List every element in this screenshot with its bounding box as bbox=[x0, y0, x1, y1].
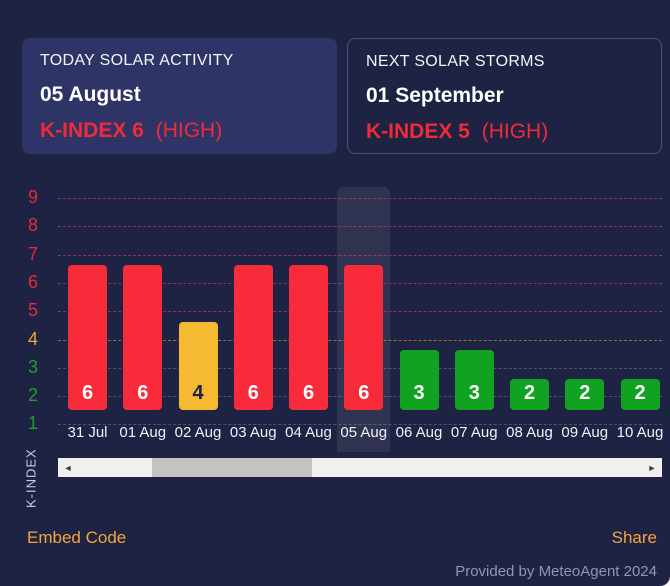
bar-value-label: 6 bbox=[302, 382, 315, 404]
kindex-bar-06-aug[interactable]: 3 bbox=[399, 350, 439, 410]
next-card-title: NEXT SOLAR STORMS bbox=[366, 53, 545, 70]
y-tick-label-2: 2 bbox=[27, 385, 38, 406]
chart-scrollbar[interactable]: ◄ ► bbox=[58, 458, 662, 477]
y-tick-label-1: 1 bbox=[27, 413, 38, 434]
next-kindex-level: (HIGH) bbox=[481, 120, 549, 143]
x-tick-label-04-aug: 04 Aug bbox=[285, 424, 332, 441]
bar-value-label: 6 bbox=[358, 382, 370, 404]
kindex-bar-02-aug[interactable]: 4 bbox=[178, 322, 218, 410]
bar-value-label: 3 bbox=[468, 382, 480, 404]
kindex-bar-09-aug[interactable]: 2 bbox=[565, 379, 605, 410]
bar-value-label: 2 bbox=[523, 382, 536, 404]
provider-credit: Provided by MeteoAgent 2024 bbox=[455, 563, 657, 580]
embed-code-link[interactable]: Embed Code bbox=[27, 528, 127, 547]
scroll-left-arrow-icon[interactable]: ◄ bbox=[63, 462, 73, 473]
scroll-right-arrow-icon[interactable]: ► bbox=[647, 462, 657, 473]
bar-value-label: 6 bbox=[247, 382, 259, 404]
x-tick-label-10-aug: 10 Aug bbox=[616, 424, 664, 441]
kindex-bar-04-aug[interactable]: 6 bbox=[289, 265, 328, 410]
next-kindex-value: K-INDEX 5 bbox=[366, 120, 470, 143]
today-kindex-value: K-INDEX 6 bbox=[40, 119, 144, 142]
kindex-bar-31-jul[interactable]: 6 bbox=[68, 265, 107, 410]
x-tick-label-03-aug: 03 Aug bbox=[229, 424, 277, 441]
today-kindex-level: (HIGH) bbox=[155, 119, 223, 142]
y-tick-label-7: 7 bbox=[27, 243, 38, 264]
next-card-kindex-line: K-INDEX 5 (HIGH) bbox=[366, 120, 643, 144]
gridline-k9 bbox=[58, 198, 662, 199]
gridline-k7 bbox=[58, 254, 662, 256]
today-solar-activity-card: TODAY SOLAR ACTIVITY 05 August K-INDEX 6… bbox=[22, 38, 337, 154]
today-card-kindex-line: K-INDEX 6 (HIGH) bbox=[40, 119, 319, 143]
gridline-k1 bbox=[58, 424, 662, 426]
next-solar-storms-card: NEXT SOLAR STORMS 01 September K-INDEX 5… bbox=[347, 38, 662, 154]
y-tick-label-6: 6 bbox=[27, 271, 38, 292]
bar-value-label: 6 bbox=[137, 382, 149, 404]
today-card-date: 05 August bbox=[40, 83, 141, 106]
x-tick-label-02-aug: 02 Aug bbox=[174, 424, 222, 441]
x-tick-label-09-aug: 09 Aug bbox=[561, 424, 609, 441]
bar-value-label: 2 bbox=[634, 382, 646, 404]
x-tick-label-05-aug: 05 Aug bbox=[340, 424, 388, 441]
bar-value-label: 3 bbox=[413, 382, 425, 404]
kindex-bar-07-aug[interactable]: 3 bbox=[454, 350, 494, 410]
x-tick-label-06-aug: 06 Aug bbox=[395, 424, 443, 441]
y-axis-title: K-INDEX bbox=[23, 448, 39, 508]
gridline-k8 bbox=[58, 226, 662, 228]
today-card-title: TODAY SOLAR ACTIVITY bbox=[40, 52, 234, 69]
kindex-bar-03-aug[interactable]: 6 bbox=[233, 265, 273, 410]
x-tick-label-07-aug: 07 Aug bbox=[450, 424, 498, 441]
next-card-date: 01 September bbox=[366, 84, 504, 107]
x-tick-label-08-aug: 08 Aug bbox=[506, 424, 553, 441]
x-tick-label-31-jul: 31 Jul bbox=[67, 424, 108, 441]
kindex-bar-10-aug[interactable]: 2 bbox=[620, 379, 660, 410]
y-tick-label-5: 5 bbox=[27, 300, 38, 321]
y-tick-label-8: 8 bbox=[27, 215, 38, 236]
kindex-bar-08-aug[interactable]: 2 bbox=[510, 379, 549, 410]
y-tick-label-4: 4 bbox=[27, 328, 38, 349]
bar-value-label: 2 bbox=[579, 382, 591, 404]
y-tick-label-3: 3 bbox=[27, 356, 38, 377]
bar-value-label: 4 bbox=[192, 382, 204, 404]
scrollbar-thumb[interactable] bbox=[152, 458, 312, 477]
bar-value-label: 6 bbox=[81, 382, 94, 404]
x-tick-label-01-aug: 01 Aug bbox=[119, 424, 167, 441]
y-tick-label-9: 9 bbox=[27, 187, 38, 207]
share-link[interactable]: Share bbox=[611, 528, 657, 547]
kindex-bar-01-aug[interactable]: 6 bbox=[123, 265, 163, 410]
kindex-bar-05-aug[interactable]: 6 bbox=[344, 265, 384, 410]
